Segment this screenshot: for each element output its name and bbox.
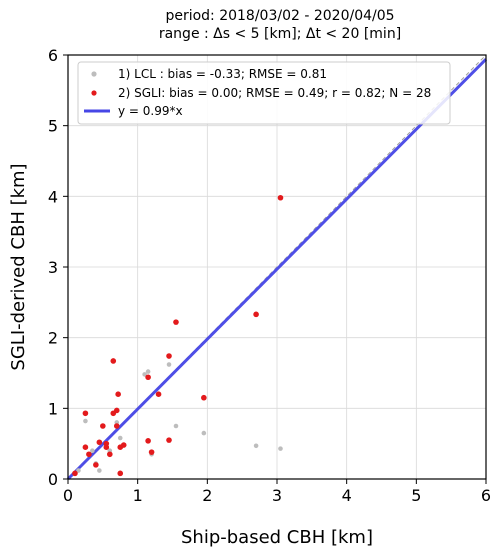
lcl-point [145, 369, 151, 374]
sgli-point [107, 451, 113, 458]
sgli-point [96, 439, 103, 446]
sgli-point [166, 353, 172, 359]
x-tick-label: 3 [272, 486, 282, 505]
sgli-point [201, 394, 207, 401]
sgli-point [93, 462, 99, 468]
lcl-point [253, 443, 259, 449]
sgli-point [166, 437, 172, 443]
y-tick-label: 2 [48, 329, 58, 348]
lcl-point [278, 446, 283, 451]
sgli-point [253, 311, 259, 318]
sgli-point [86, 451, 92, 458]
x-tick-label: 1 [133, 486, 143, 505]
legend-box [77, 61, 451, 125]
sgli-point [72, 470, 78, 477]
sgli-point [82, 444, 89, 451]
lcl-point [76, 468, 81, 473]
sgli-point [148, 449, 155, 455]
x-tick-label: 4 [342, 486, 352, 505]
y-tick-label: 4 [48, 187, 58, 206]
x-tick-label: 6 [481, 486, 491, 505]
sgli-point [113, 407, 120, 414]
data-points [72, 194, 284, 477]
legend-entry-fit: y = 0.99*x [118, 104, 183, 118]
legend-entry-sgli: 2) SGLI: bias = 0.00; RMSE = 0.49; r = 0… [118, 86, 431, 100]
sgli-point [103, 440, 110, 447]
lcl-point [90, 448, 95, 454]
sgli-point [173, 319, 179, 325]
legend-entry-lcl: 1) LCL : bias = -0.33; RMSE = 0.81 [118, 67, 327, 81]
sgli-point [113, 423, 120, 429]
sgli-point [277, 194, 284, 201]
y-tick-label: 3 [48, 258, 58, 277]
x-tick-label: 0 [63, 486, 73, 505]
lcl-point [201, 430, 207, 436]
y-tick-label: 0 [48, 470, 58, 489]
sgli-point [100, 423, 106, 429]
lcl-point [173, 423, 179, 429]
y-tick-label: 6 [48, 46, 58, 65]
x-axis-label: Ship-based CBH [km] [181, 527, 373, 548]
chart-title: period: 2018/03/02 - 2020/04/05 range : … [159, 8, 401, 42]
lcl-point [142, 372, 147, 377]
sgli-point [145, 438, 151, 444]
legend: 1) LCL : bias = -0.33; RMSE = 0.81 2) SG… [77, 61, 451, 125]
lcl-point [83, 418, 88, 424]
title-line-2: range : Δs < 5 [km]; Δt < 20 [min] [159, 26, 401, 42]
legend-marker-sgli [91, 90, 97, 96]
y-tick-label: 1 [48, 399, 58, 418]
fit-line [66, 58, 488, 481]
sgli-point [110, 358, 117, 364]
legend-marker-lcl [91, 71, 97, 77]
axis-ticks: 0 1 2 3 4 5 6 0 1 2 3 4 5 6 [48, 46, 491, 505]
lcl-point [166, 362, 172, 367]
sgli-point [117, 470, 124, 477]
sgli-point [82, 410, 89, 417]
sgli-point [115, 391, 121, 398]
lcl-point [117, 435, 123, 441]
x-tick-label: 5 [411, 486, 421, 505]
title-line-1: period: 2018/03/02 - 2020/04/05 [165, 8, 394, 24]
reference-lines [66, 54, 488, 481]
y-tick-label: 5 [48, 117, 58, 136]
lcl-point [97, 468, 102, 473]
sgli-point [120, 442, 127, 448]
sgli-point [145, 374, 151, 381]
sgli-point [155, 391, 162, 398]
y-axis-label: SGLI-derived CBH [km] [8, 163, 29, 370]
x-tick-label: 2 [202, 486, 212, 505]
